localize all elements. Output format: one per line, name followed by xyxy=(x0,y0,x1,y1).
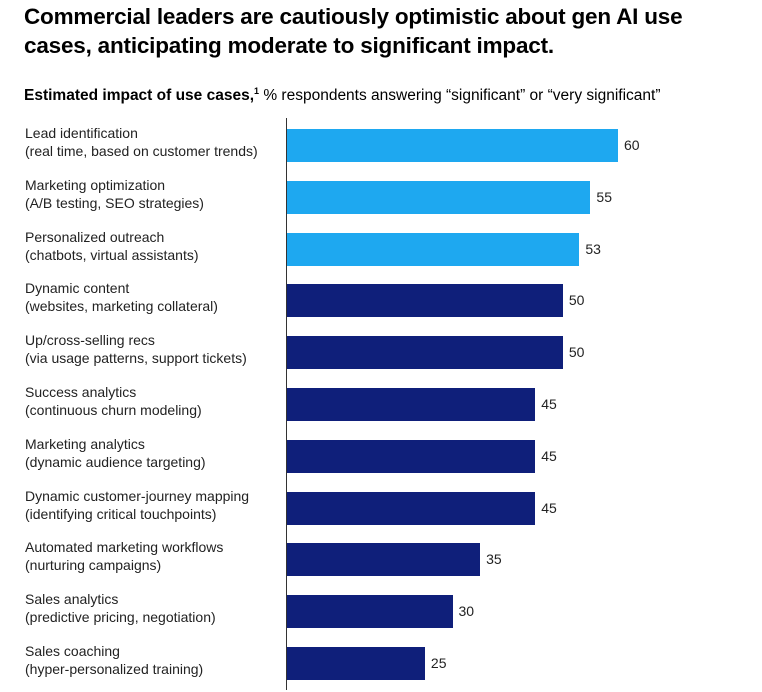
bar xyxy=(287,336,563,370)
bar xyxy=(287,232,580,266)
bar xyxy=(287,595,453,629)
bar xyxy=(287,388,536,421)
bar xyxy=(287,180,591,214)
bar-value-label: 60 xyxy=(624,137,640,153)
category-label: Lead identification xyxy=(25,125,138,141)
category-label: Success analytics xyxy=(25,384,137,400)
category-sublabel: (identifying critical touchpoints) xyxy=(25,505,217,522)
bar xyxy=(287,647,425,680)
bar-value-label: 55 xyxy=(596,188,612,205)
category-sublabel: (nurturing campaigns) xyxy=(25,557,162,574)
category-label: Marketing analytics xyxy=(25,435,145,452)
category-sublabel: (A/B testing, SEO strategies) xyxy=(25,194,204,211)
category-label: Sales analytics xyxy=(25,591,119,608)
chart-title: Commercial leaders are cautiously optimi… xyxy=(24,4,683,58)
category-sublabel: (via usage patterns, support tickets) xyxy=(25,350,247,367)
category-label: Up/cross-selling recs xyxy=(25,332,155,349)
category-label: Marketing optimization xyxy=(25,176,166,193)
bar xyxy=(287,439,536,473)
category-label: Dynamic content xyxy=(25,280,130,297)
bar-value-label: 45 xyxy=(541,499,557,516)
chart-subtitle: Estimated impact of use cases,1 % respon… xyxy=(24,86,660,105)
bar-value-label: 50 xyxy=(568,344,585,361)
bar-value-label: 45 xyxy=(541,396,557,412)
bar xyxy=(287,129,618,162)
category-sublabel: (dynamic audience targeting) xyxy=(25,453,206,470)
y-axis-line xyxy=(286,118,287,690)
subtitle-bold: Estimated impact of use cases, xyxy=(24,87,255,104)
bar xyxy=(287,543,481,577)
category-sublabel: (continuous churn modeling) xyxy=(25,402,202,418)
category-sublabel: (predictive pricing, negotiation) xyxy=(25,609,216,626)
category-label: Automated marketing workflows xyxy=(25,539,224,556)
bar-value-label: 45 xyxy=(541,447,557,464)
footnote-marker: 1 xyxy=(254,86,260,96)
category-sublabel: (chatbots, virtual assistants) xyxy=(25,246,199,263)
category-sublabel: (websites, marketing collateral) xyxy=(25,298,218,315)
category-label: Personalized outreach xyxy=(25,228,165,245)
category-label: Dynamic customer-journey mapping xyxy=(25,487,250,504)
bar-value-label: 30 xyxy=(458,603,475,620)
bar xyxy=(287,284,563,318)
category-sublabel: (hyper-personalized training) xyxy=(25,661,204,677)
bar-value-label: 25 xyxy=(430,655,447,671)
subtitle-rest: % respondents answering “significant” or… xyxy=(259,87,661,104)
category-sublabel: (real time, based on customer trends) xyxy=(25,143,258,159)
bar xyxy=(287,491,536,525)
bar-value-label: 50 xyxy=(568,292,585,309)
category-label: Sales coaching xyxy=(25,643,120,659)
bar-value-label: 53 xyxy=(585,240,601,257)
bar-value-label: 35 xyxy=(486,551,502,568)
